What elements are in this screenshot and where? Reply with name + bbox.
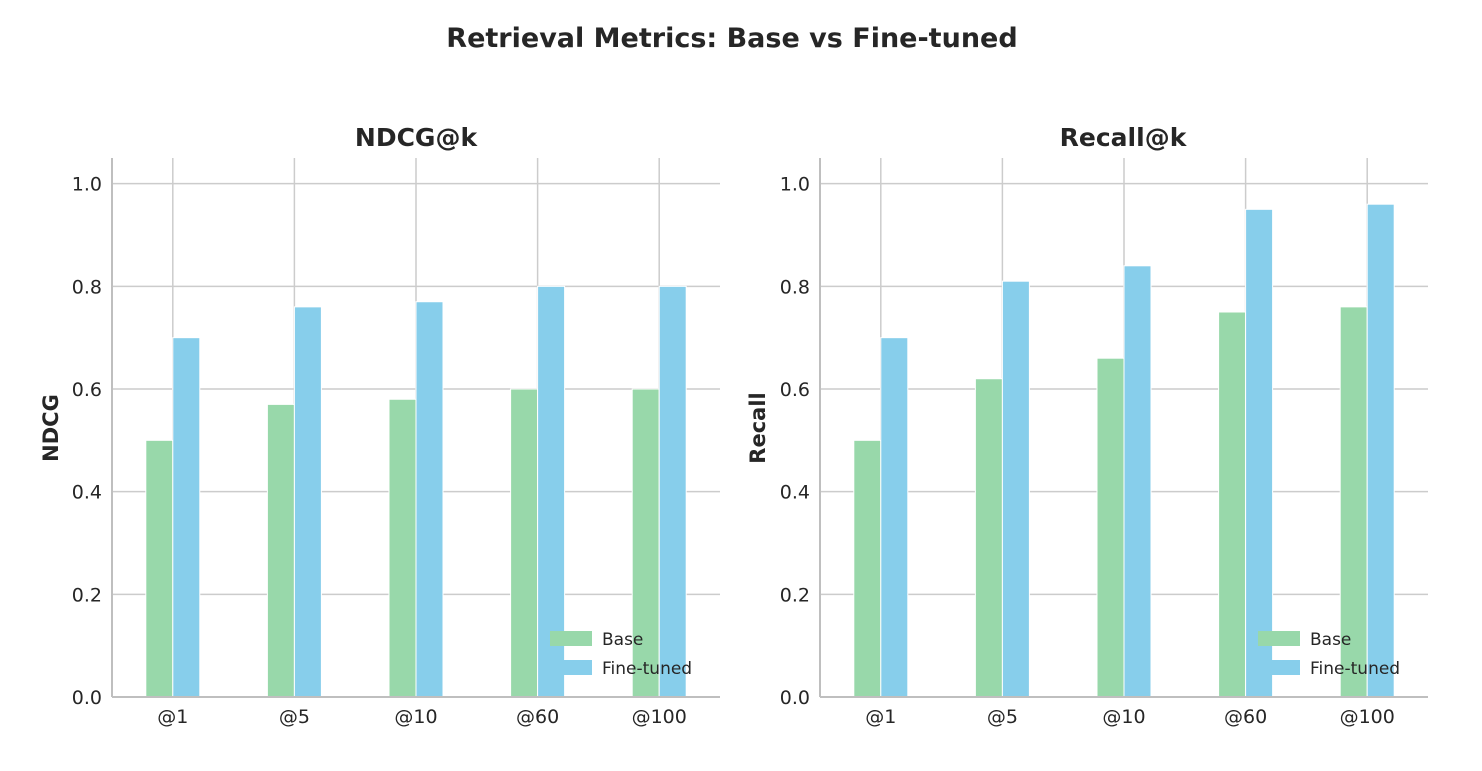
y-tick-label: 0.8 — [780, 276, 810, 298]
series-finetuned — [172, 285, 687, 698]
chart-title: Recall@k — [1060, 123, 1188, 152]
y-tick-label: 0.4 — [780, 482, 810, 504]
bar-base — [631, 388, 660, 698]
bar-base — [1218, 311, 1247, 698]
x-tick-label: @1 — [865, 706, 896, 728]
bar-finetuned — [1366, 203, 1395, 698]
legend-label-base: Base — [1310, 630, 1351, 650]
bar-finetuned — [172, 337, 201, 698]
bar-finetuned — [1123, 265, 1152, 698]
ndcg-chart: NDCG@k NDCG 0.0 0.2 0.4 0.6 0.8 1.0 @1 @5 @10 @60… — [39, 123, 720, 728]
bar-base — [1096, 357, 1125, 698]
y-tick-label: 0.2 — [780, 584, 810, 606]
series-finetuned — [880, 203, 1395, 698]
bar-finetuned — [415, 301, 444, 698]
x-tick-label: @10 — [1102, 706, 1145, 728]
bar-finetuned — [293, 306, 322, 698]
bar-base — [1339, 306, 1368, 698]
y-tick-label: 0.6 — [780, 379, 810, 401]
x-tick-label: @60 — [516, 706, 559, 728]
x-tick-label: @1 — [157, 706, 188, 728]
y-tick-label: 0.6 — [72, 379, 102, 401]
bar-base — [145, 439, 174, 698]
bar-finetuned — [1001, 280, 1030, 698]
legend: Base Fine-tuned — [550, 630, 692, 679]
x-tick-label: @5 — [987, 706, 1018, 728]
legend-swatch-finetuned — [1258, 660, 1300, 675]
legend-swatch-base — [1258, 631, 1300, 646]
bar-base — [510, 388, 539, 698]
y-tick-label: 0.8 — [72, 276, 102, 298]
chart-title: NDCG@k — [355, 123, 479, 152]
bar-finetuned — [1245, 208, 1274, 698]
bar-base — [388, 398, 417, 698]
bar-base — [853, 439, 882, 698]
y-tick-label: 0.2 — [72, 584, 102, 606]
bar-finetuned — [658, 285, 687, 698]
legend-label-finetuned: Fine-tuned — [602, 659, 692, 679]
x-tick-label: @100 — [632, 706, 687, 728]
y-tick-label: 0.0 — [780, 687, 810, 709]
legend-label-finetuned: Fine-tuned — [1310, 659, 1400, 679]
y-tick-label: 1.0 — [780, 174, 810, 196]
y-tick-label: 0.0 — [72, 687, 102, 709]
bar-base — [266, 403, 295, 698]
y-tick-label: 0.4 — [72, 482, 102, 504]
series-base — [145, 388, 660, 698]
bar-finetuned — [537, 285, 566, 698]
x-tick-label: @5 — [279, 706, 310, 728]
y-axis-label: Recall — [746, 392, 770, 463]
legend-swatch-base — [550, 631, 592, 646]
bar-base — [974, 378, 1003, 698]
recall-chart: Recall@k Recall 0.0 0.2 0.4 0.6 0.8 1.0 @1 @5 @1… — [746, 123, 1428, 728]
figure-title: Retrieval Metrics: Base vs Fine-tuned — [446, 23, 1017, 54]
x-tick-label: @100 — [1340, 706, 1395, 728]
legend-label-base: Base — [602, 630, 643, 650]
bar-finetuned — [880, 337, 909, 698]
legend-swatch-finetuned — [550, 660, 592, 675]
x-tick-label: @10 — [394, 706, 437, 728]
y-tick-label: 1.0 — [72, 174, 102, 196]
x-tick-label: @60 — [1224, 706, 1267, 728]
y-axis-label: NDCG — [39, 394, 63, 462]
legend: Base Fine-tuned — [1258, 630, 1400, 679]
